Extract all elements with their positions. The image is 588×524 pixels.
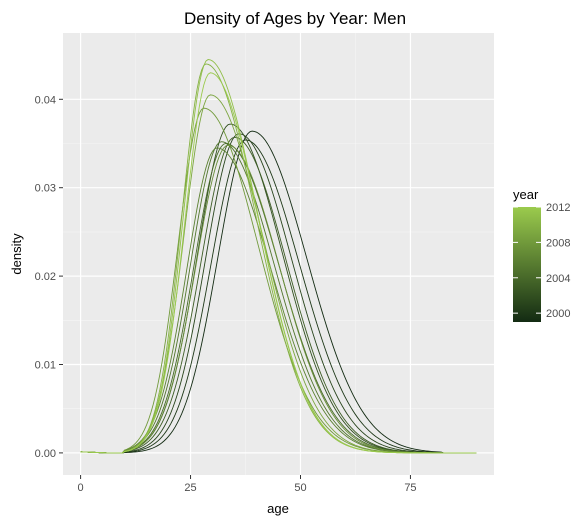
colorbar [513, 207, 541, 322]
y-tick-label: 0.04 [35, 94, 56, 106]
y-axis: 0.00 0.01 0.02 0.03 0.04 [35, 94, 63, 460]
chart-title: Density of Ages by Year: Men [184, 9, 406, 28]
legend-ticks: 2012 2008 2004 2000 [513, 202, 570, 320]
legend-label: 2004 [546, 273, 570, 285]
y-axis-title: density [9, 233, 24, 275]
legend-label: 2012 [546, 202, 570, 214]
legend-label: 2000 [546, 308, 570, 320]
density-line-2000 [80, 139, 477, 454]
density-line-2012 [80, 72, 477, 454]
x-tick-label: 25 [184, 482, 196, 494]
y-tick-label: 0.01 [35, 360, 56, 372]
legend: year 2012 2008 2004 2000 [513, 187, 570, 322]
x-tick-label: 75 [404, 482, 416, 494]
x-axis-title: age [267, 501, 289, 516]
y-tick-label: 0.02 [35, 271, 56, 283]
legend-label: 2008 [546, 237, 570, 249]
plot-panel [63, 33, 494, 475]
y-tick-label: 0.03 [35, 183, 56, 195]
legend-title: year [513, 187, 539, 202]
x-tick-label: 0 [78, 482, 84, 494]
x-axis: 0 25 50 75 [78, 475, 417, 494]
x-tick-label: 50 [294, 482, 306, 494]
series-layer [80, 59, 477, 454]
grid-lines [63, 33, 494, 475]
y-tick-label: 0.00 [35, 448, 56, 460]
density-line-2001 [80, 133, 477, 454]
density-line-1999 [80, 130, 477, 454]
